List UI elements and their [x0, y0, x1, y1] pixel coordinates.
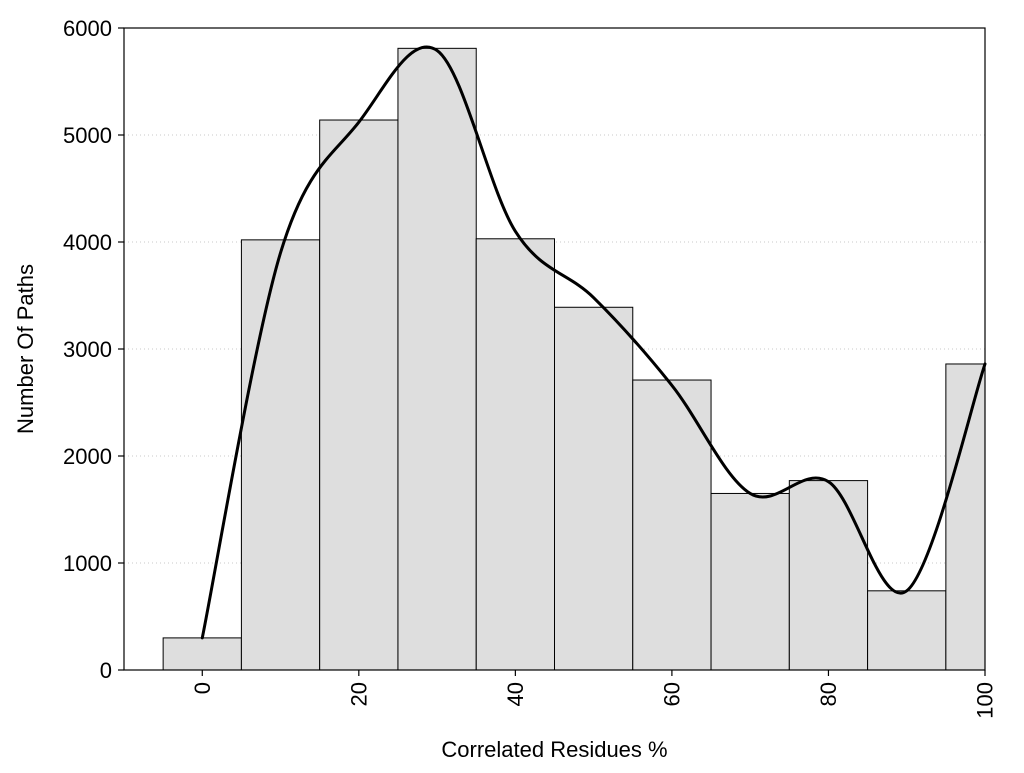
x-tick-label: 40 — [503, 682, 528, 706]
y-tick-label: 5000 — [63, 123, 112, 148]
x-axis-label: Correlated Residues % — [441, 737, 667, 762]
y-tick-label: 4000 — [63, 230, 112, 255]
histogram-bar — [788, 480, 869, 671]
x-tick-label: 100 — [973, 682, 998, 719]
histogram-bar — [162, 637, 242, 671]
histogram-bar — [319, 119, 399, 671]
x-tick-label: 60 — [660, 682, 685, 706]
density-curve — [200, 45, 987, 640]
bars — [162, 47, 986, 671]
density-curve-line — [200, 45, 987, 640]
x-tick-label: 80 — [816, 682, 841, 706]
y-axis-ticks: 0 1000 2000 3000 4000 5000 6000 — [63, 16, 124, 683]
y-tick-label: 3000 — [63, 337, 112, 362]
histogram-bar — [867, 590, 947, 671]
histogram-bar — [945, 363, 986, 671]
y-axis-label: Number Of Paths — [13, 264, 38, 434]
x-tick-label: 20 — [347, 682, 372, 706]
x-tick-label: 0 — [190, 682, 215, 694]
histogram-bar — [554, 306, 634, 671]
histogram-bar — [475, 238, 555, 671]
y-tick-label: 6000 — [63, 16, 112, 41]
y-tick-label: 1000 — [63, 551, 112, 576]
y-tick-label: 0 — [100, 658, 112, 683]
y-tick-label: 2000 — [63, 444, 112, 469]
x-axis-ticks: 0 20 40 60 80 100 — [190, 670, 998, 719]
histogram-bar — [240, 239, 321, 671]
histogram-bar — [397, 47, 477, 671]
histogram-bar — [632, 379, 712, 671]
histogram-bar — [710, 492, 790, 671]
